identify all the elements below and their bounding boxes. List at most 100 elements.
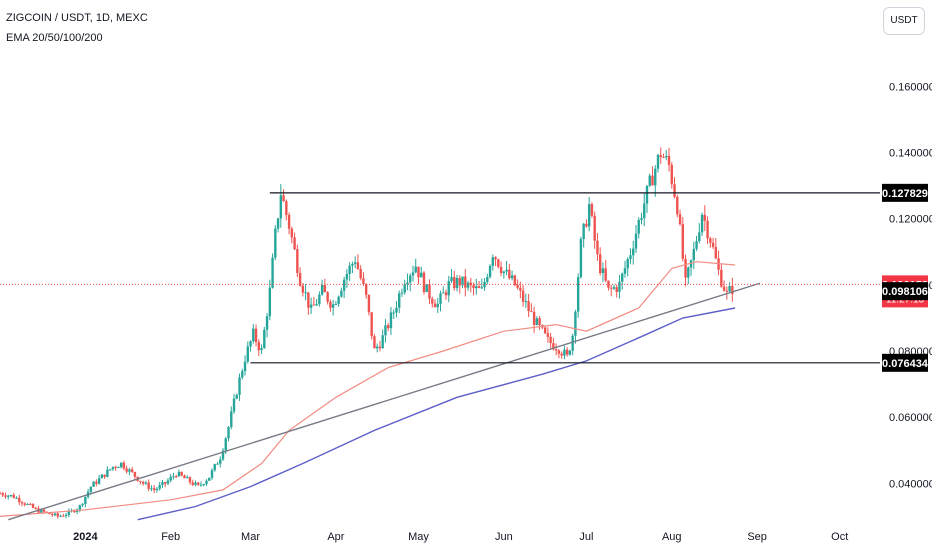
candle-body	[293, 237, 296, 250]
y-tick-label: 0.140000	[889, 148, 932, 160]
candle-body	[678, 214, 682, 225]
candle-body	[334, 303, 338, 305]
currency-button[interactable]: USDT	[883, 7, 925, 35]
candle-body	[26, 503, 29, 505]
candle-body	[197, 482, 200, 485]
candle-body	[656, 155, 660, 169]
candle-body	[563, 349, 566, 356]
candle-body	[521, 290, 525, 302]
candle-body	[585, 223, 588, 227]
x-tick-label: Aug	[662, 531, 682, 543]
candle-body	[576, 277, 580, 312]
x-tick-label: Jul	[579, 531, 593, 543]
candle-body	[667, 155, 671, 165]
candle-body	[543, 327, 547, 334]
candle-body	[97, 478, 101, 484]
candle-body	[287, 215, 291, 229]
candle-body	[720, 269, 723, 287]
level-price-label: 0.127829	[882, 188, 928, 200]
ema-short-line	[0, 261, 736, 517]
candle-body	[579, 238, 583, 278]
candle-body	[662, 156, 665, 158]
candle-body	[254, 328, 258, 343]
candle-body	[92, 481, 95, 487]
x-tick-label: Feb	[161, 531, 180, 543]
candle-body	[326, 292, 329, 302]
candle-body	[676, 196, 679, 215]
candle-body	[395, 307, 398, 313]
candle-body	[488, 265, 492, 278]
candle-body	[111, 466, 115, 470]
candle-body	[4, 495, 7, 497]
candle-body	[648, 175, 651, 186]
candle-body	[282, 195, 285, 202]
candle-body	[483, 282, 486, 288]
candle-body	[477, 286, 481, 288]
candle-body	[84, 496, 87, 505]
candle-body	[337, 296, 340, 304]
candle-body	[681, 224, 684, 259]
candle-body	[364, 284, 368, 295]
candle-body	[238, 377, 241, 395]
level-price-tag	[882, 183, 928, 202]
candle-body	[117, 467, 120, 469]
candle-body	[604, 268, 607, 281]
candle-body	[227, 427, 230, 439]
candle-body	[133, 472, 137, 477]
candle-body	[276, 218, 280, 229]
candle-body	[527, 301, 530, 312]
candle-body	[141, 482, 145, 484]
candle-body	[645, 185, 649, 204]
candle-body	[312, 304, 316, 306]
candle-body	[180, 471, 183, 476]
candle-body	[147, 482, 150, 489]
candle-body	[480, 287, 484, 289]
candle-body	[455, 277, 459, 289]
candle-body	[169, 476, 172, 481]
candle-body	[428, 284, 431, 299]
candle-body	[56, 513, 60, 517]
candle-body	[598, 254, 602, 274]
x-tick-label: Sep	[747, 531, 767, 543]
candle-body	[634, 233, 638, 249]
ema-price-tag	[882, 282, 928, 301]
candle-body	[106, 469, 109, 477]
candle-body	[458, 277, 461, 286]
x-tick-label: Oct	[831, 531, 848, 543]
candle-body	[271, 257, 274, 288]
candle-body	[40, 509, 43, 513]
candle-body	[508, 269, 511, 279]
candle-body	[519, 287, 522, 291]
candle-body	[571, 335, 574, 351]
candle-body	[128, 469, 131, 472]
candle-body	[194, 482, 197, 485]
candle-body	[695, 241, 698, 249]
indicator-legend[interactable]: EMA 20/50/100/200	[6, 32, 103, 44]
candle-body	[340, 290, 343, 297]
candle-body	[219, 459, 222, 464]
candle-body	[323, 284, 327, 293]
candle-body	[298, 272, 302, 286]
candle-body	[651, 175, 654, 186]
symbol-title[interactable]: ZIGCOIN / USDT, 1D, MEXC	[6, 12, 148, 24]
candle-body	[587, 204, 591, 227]
candle-body	[384, 325, 387, 336]
trendline	[8, 282, 761, 521]
candle-body	[436, 303, 439, 308]
candle-body	[409, 275, 412, 283]
candle-body	[417, 266, 420, 278]
candle-body	[461, 276, 464, 286]
candle-body	[378, 346, 382, 349]
candle-body	[392, 312, 395, 314]
candle-body	[552, 343, 555, 350]
candle-body	[403, 284, 406, 293]
candle-body	[530, 311, 533, 313]
candle-body	[103, 474, 106, 477]
candle-body	[31, 504, 35, 508]
candle-body	[177, 471, 181, 477]
candle-body	[665, 155, 668, 158]
candle-body	[637, 219, 640, 234]
candle-body	[1, 493, 4, 496]
candle-body	[367, 294, 371, 313]
